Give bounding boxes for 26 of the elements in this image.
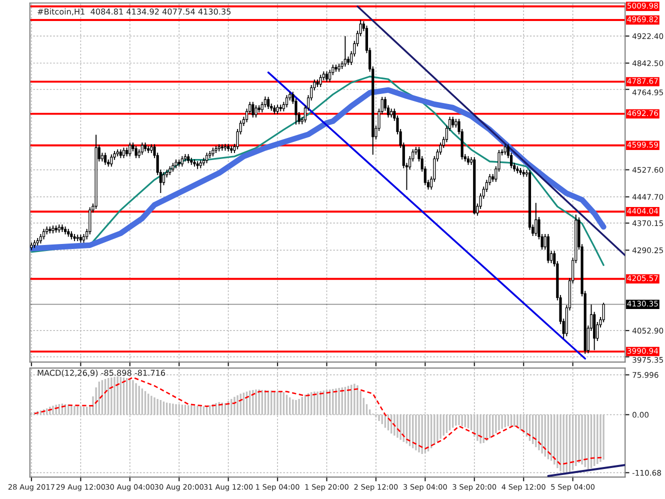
candlestick <box>546 234 550 264</box>
candlestick <box>319 74 322 88</box>
line-series <box>34 376 604 466</box>
candlestick <box>205 152 208 164</box>
candlestick <box>140 142 144 156</box>
candlestick <box>267 96 270 110</box>
candlestick <box>504 144 506 156</box>
candlestick <box>180 156 184 168</box>
candlestick <box>534 202 538 237</box>
candlestick <box>162 172 166 186</box>
candlestick <box>122 147 126 159</box>
candlestick <box>42 228 46 240</box>
candlestick <box>187 154 190 164</box>
candlestick <box>254 104 258 118</box>
candlestick <box>276 104 279 115</box>
candlestick <box>452 116 454 128</box>
candlestick <box>110 154 113 168</box>
chart-title: MACD(12,26,9) -85.898 -81.716 <box>38 370 166 377</box>
candlestick <box>128 142 132 157</box>
candlestick <box>104 152 107 166</box>
candlestick <box>285 94 288 108</box>
text: #Bitcoin,H1 4084.81 4134.92 4077.54 4130.35 <box>38 8 231 16</box>
candlestick <box>344 36 346 68</box>
candlestick <box>325 70 328 82</box>
candlestick <box>252 101 254 118</box>
candlestick <box>134 145 138 159</box>
